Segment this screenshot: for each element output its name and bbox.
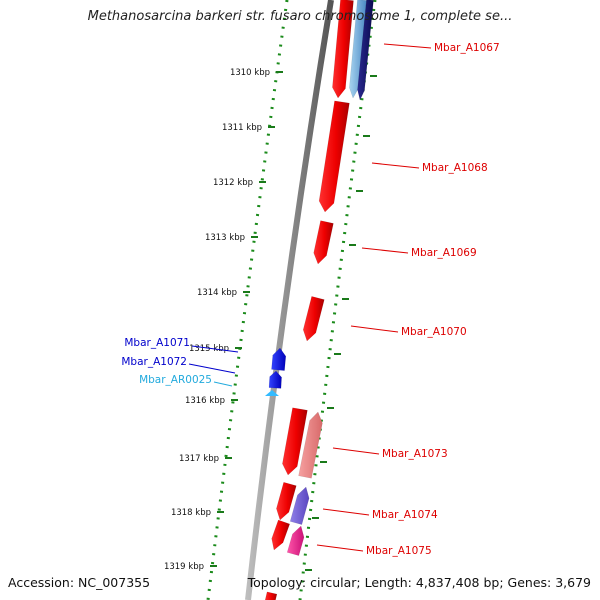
gene-feature-mbar-a1069[interactable] xyxy=(313,220,334,265)
gene-leader-line xyxy=(322,508,370,516)
gene-label-mbar-a1071[interactable]: Mbar_A1071 xyxy=(124,337,190,349)
gene-label-mbar-a1075[interactable]: Mbar_A1075 xyxy=(366,545,432,557)
gene-feature-mbar-a1068[interactable] xyxy=(318,100,350,213)
gene-leader-line xyxy=(213,381,233,387)
gene-label-mbar-ar0025[interactable]: Mbar_AR0025 xyxy=(139,374,212,386)
gene-label-mbar-a1070[interactable]: Mbar_A1070 xyxy=(401,326,467,338)
gene-leader-line xyxy=(383,43,432,49)
gene-feature-mbar-a1075-b[interactable] xyxy=(286,525,305,556)
accession-text: Accession: NC_007355 xyxy=(8,575,151,590)
track-layer: 1310 kbp 1311 kbp 1312 kbp 1313 kbp 1314 kbp… xyxy=(164,0,377,600)
gene-feature-mbar-a1073-b[interactable] xyxy=(298,411,323,479)
sequence-title: Methanosarcina barkeri str. fusaro chrom… xyxy=(87,9,513,24)
gene-label-mbar-a1067[interactable]: Mbar_A1067 xyxy=(434,42,500,54)
label-layer: Mbar_A1067 Mbar_A1068 Mbar_A1069 Mbar_A1070… xyxy=(121,42,499,557)
gene-leader-line xyxy=(371,162,420,169)
gene-feature-mbar-a1074-b[interactable] xyxy=(289,486,310,525)
topology-info: Topology: circular; Length: 4,837,408 bp… xyxy=(247,575,591,590)
gene-feature-mbar-a1067[interactable] xyxy=(332,0,354,99)
gene-feature-mbar-a1070[interactable] xyxy=(302,296,325,342)
ruler-tick-label: 1312 kbp xyxy=(213,178,253,188)
gene-feature-mbar-a1075[interactable] xyxy=(271,519,291,551)
gene-feature-partial[interactable] xyxy=(264,591,278,600)
chromosome-backbone xyxy=(245,0,334,600)
feature-layer[interactable] xyxy=(264,0,374,600)
ruler-tick-label: 1315 kbp xyxy=(189,344,229,354)
gene-label-mbar-a1068[interactable]: Mbar_A1068 xyxy=(422,162,488,174)
ruler-tick-label: 1313 kbp xyxy=(205,233,245,243)
gene-feature-mbar-ar0025[interactable] xyxy=(265,390,279,396)
gene-leader-line xyxy=(332,447,380,455)
gene-leader-line xyxy=(361,247,409,254)
ruler-tick-label: 1319 kbp xyxy=(164,562,204,572)
ruler-tick-label: 1311 kbp xyxy=(222,123,262,133)
gene-feature-mbar-a1073[interactable] xyxy=(282,407,308,476)
gene-feature-mbar-a1071[interactable] xyxy=(271,347,287,371)
gene-leader-line xyxy=(188,363,236,374)
gene-feature-mbar-a1074[interactable] xyxy=(276,481,297,521)
gene-feature-mbar-a1067-c[interactable] xyxy=(357,0,374,101)
ruler-tick-label: 1317 kbp xyxy=(179,454,219,464)
ruler-tick-label: 1318 kbp xyxy=(171,508,211,518)
ruler-tick-label: 1310 kbp xyxy=(230,68,270,78)
gene-leader-line xyxy=(350,325,399,333)
gene-feature-mbar-a1072[interactable] xyxy=(268,370,282,389)
gene-label-mbar-a1072[interactable]: Mbar_A1072 xyxy=(121,356,187,368)
gene-leader-line xyxy=(316,544,364,552)
ruler-tick-label: 1316 kbp xyxy=(185,396,225,406)
gene-feature-mbar-a1067-b[interactable] xyxy=(349,0,367,99)
gene-label-mbar-a1069[interactable]: Mbar_A1069 xyxy=(411,247,477,259)
ruler-tick-label: 1314 kbp xyxy=(197,288,237,298)
gene-leader-line xyxy=(191,345,239,353)
inner-ruler-ring xyxy=(206,0,289,600)
gene-label-mbar-a1073[interactable]: Mbar_A1073 xyxy=(382,448,448,460)
gene-label-mbar-a1074[interactable]: Mbar_A1074 xyxy=(372,509,438,521)
